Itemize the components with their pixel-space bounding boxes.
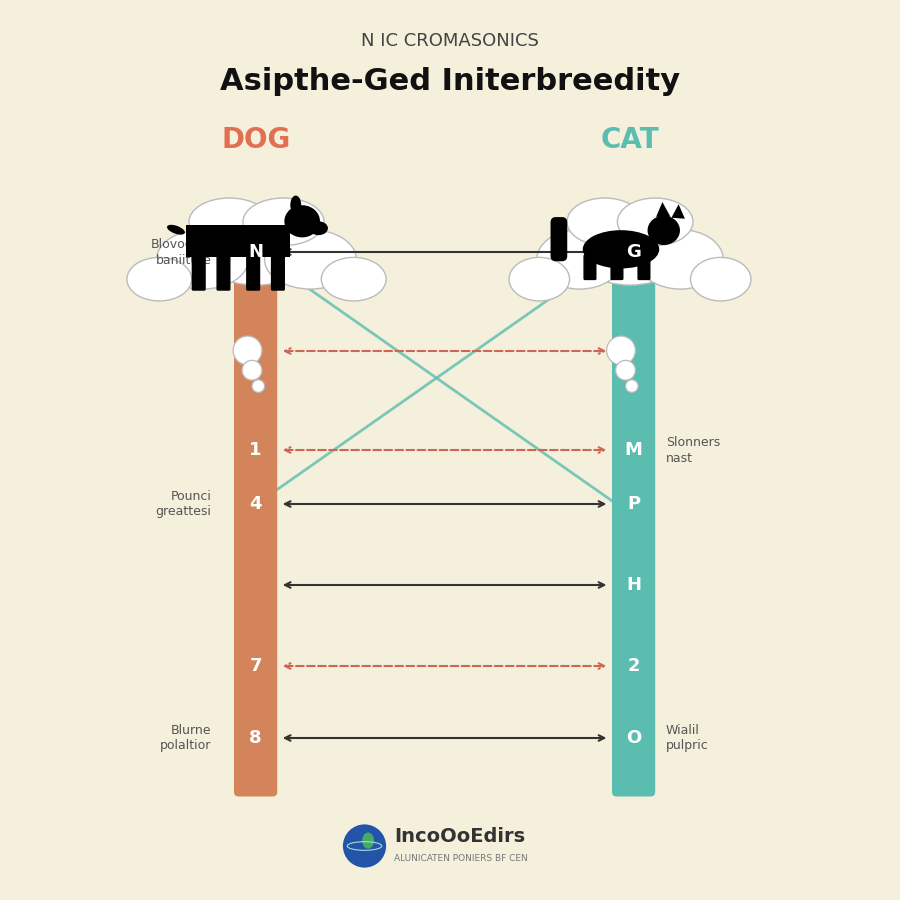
Ellipse shape <box>309 221 328 235</box>
Ellipse shape <box>617 198 693 246</box>
FancyBboxPatch shape <box>234 225 277 796</box>
FancyBboxPatch shape <box>272 256 284 290</box>
Circle shape <box>626 380 638 392</box>
FancyBboxPatch shape <box>612 225 655 796</box>
Text: M: M <box>625 441 643 459</box>
Circle shape <box>252 380 265 392</box>
Ellipse shape <box>194 210 319 285</box>
Text: O: O <box>626 729 641 747</box>
FancyBboxPatch shape <box>193 256 205 290</box>
Ellipse shape <box>647 216 680 245</box>
Ellipse shape <box>572 210 688 285</box>
Ellipse shape <box>583 230 659 268</box>
Ellipse shape <box>637 230 724 289</box>
FancyBboxPatch shape <box>551 218 567 261</box>
FancyBboxPatch shape <box>611 256 623 279</box>
Ellipse shape <box>536 230 623 289</box>
Ellipse shape <box>284 205 320 238</box>
Text: CAT: CAT <box>600 125 660 154</box>
Ellipse shape <box>690 257 751 301</box>
Text: 2: 2 <box>627 657 640 675</box>
Text: Asipthe-Ged Initerbreedity: Asipthe-Ged Initerbreedity <box>220 68 680 96</box>
Text: G: G <box>626 243 641 261</box>
Text: Blovocala
baniiture: Blovocala baniiture <box>151 238 212 266</box>
FancyBboxPatch shape <box>217 256 230 290</box>
Ellipse shape <box>265 230 356 289</box>
Circle shape <box>607 336 635 364</box>
Ellipse shape <box>167 225 184 235</box>
Text: Slonners
nast: Slonners nast <box>666 436 720 464</box>
Ellipse shape <box>189 198 270 246</box>
Ellipse shape <box>362 832 374 849</box>
Ellipse shape <box>321 257 386 301</box>
Ellipse shape <box>567 198 643 246</box>
Polygon shape <box>671 204 685 219</box>
Ellipse shape <box>127 257 192 301</box>
Circle shape <box>242 360 262 380</box>
FancyBboxPatch shape <box>247 256 259 290</box>
Text: N: N <box>248 243 263 261</box>
Text: Wialil
pulpric: Wialil pulpric <box>666 724 709 752</box>
Ellipse shape <box>243 198 324 246</box>
Text: P: P <box>627 495 640 513</box>
FancyBboxPatch shape <box>638 256 650 279</box>
Text: 7: 7 <box>249 657 262 675</box>
Text: ALUNICATEN PONIERS BF CEN: ALUNICATEN PONIERS BF CEN <box>394 854 528 863</box>
Text: H: H <box>626 576 641 594</box>
Polygon shape <box>656 202 670 217</box>
Text: Blurne
polaltior: Blurne polaltior <box>160 724 212 752</box>
Circle shape <box>233 336 262 364</box>
Text: 1: 1 <box>249 441 262 459</box>
Text: DOG: DOG <box>222 125 291 154</box>
Text: N IC CROMASONICS: N IC CROMASONICS <box>361 32 539 50</box>
Polygon shape <box>186 225 290 257</box>
Circle shape <box>343 824 386 868</box>
FancyBboxPatch shape <box>584 256 596 279</box>
Ellipse shape <box>509 257 570 301</box>
Text: 8: 8 <box>249 729 262 747</box>
Text: Pounci
greattesi: Pounci greattesi <box>156 490 212 518</box>
Ellipse shape <box>157 230 248 289</box>
Circle shape <box>616 360 635 380</box>
Text: 4: 4 <box>249 495 262 513</box>
Ellipse shape <box>291 195 302 214</box>
Text: IncoOoEdirs: IncoOoEdirs <box>394 827 526 847</box>
